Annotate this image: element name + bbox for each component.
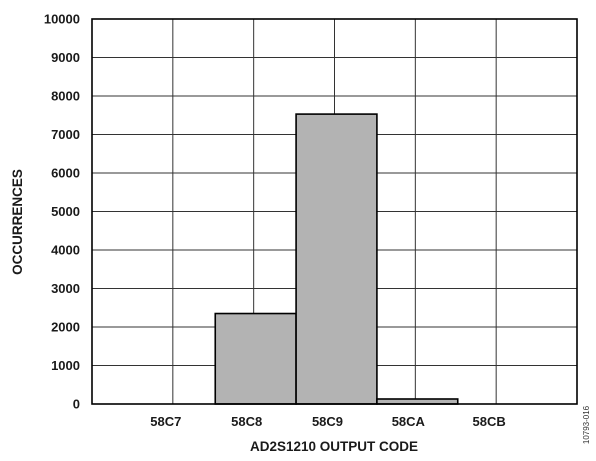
y-tick-label: 5000	[51, 204, 80, 219]
figure-id-label: 10793-016	[582, 405, 591, 444]
bar-58c9	[295, 113, 378, 405]
x-tick-label: 58C9	[312, 414, 343, 429]
x-axis-title: AD2S1210 OUTPUT CODE	[250, 439, 418, 454]
y-tick-label: 6000	[51, 166, 80, 181]
y-tick-label: 7000	[51, 127, 80, 142]
x-tick-label: 58CA	[392, 414, 426, 429]
y-axis-title: OCCURRENCES	[10, 169, 25, 275]
y-tick-label: 10000	[44, 12, 80, 27]
y-tick-label: 0	[73, 397, 80, 412]
x-tick-label: 58C8	[231, 414, 262, 429]
bar-58c8	[214, 312, 297, 405]
y-tick-label: 4000	[51, 243, 80, 258]
y-tick-label: 3000	[51, 281, 80, 296]
plot-frame	[91, 18, 578, 405]
x-tick-label: 58CB	[473, 414, 506, 429]
y-tick-labels: 0 1000 2000 3000 4000 5000 6000 7000 8000 9000 100…	[44, 12, 80, 412]
y-tick-label: 9000	[51, 50, 80, 65]
x-tick-labels: 58C7 58C8 58C9 58CA 58CB	[150, 414, 505, 429]
x-tick-label: 58C7	[150, 414, 181, 429]
y-tick-label: 2000	[51, 320, 80, 335]
bars	[214, 113, 459, 405]
y-tick-label: 8000	[51, 89, 80, 104]
y-tick-label: 1000	[51, 358, 80, 373]
